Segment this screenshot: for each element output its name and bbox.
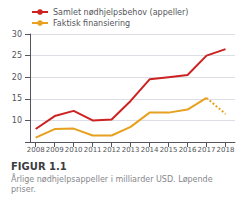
svg-text:Årlige nødhjelpsappeller i mil: Årlige nødhjelpsappeller i milliarder US…: [11, 173, 215, 184]
svg-text:Samlet nødhjelpsbehov (appelle: Samlet nødhjelpsbehov (appeller): [53, 8, 188, 17]
svg-text:2013: 2013: [122, 146, 140, 154]
svg-text:2008: 2008: [27, 146, 45, 154]
svg-text:FIGUR 1.1: FIGUR 1.1: [11, 161, 67, 172]
svg-text:2011: 2011: [84, 146, 102, 154]
svg-text:2010: 2010: [65, 146, 83, 154]
svg-text:2017: 2017: [198, 146, 216, 154]
svg-text:priser.: priser.: [11, 185, 36, 194]
svg-text:2014: 2014: [141, 146, 159, 154]
svg-text:2016: 2016: [179, 146, 197, 154]
svg-text:2015: 2015: [160, 146, 178, 154]
svg-text:20: 20: [12, 73, 22, 82]
svg-text:2009: 2009: [46, 146, 64, 154]
svg-text:15: 15: [12, 94, 22, 103]
svg-text:Faktisk finansiering: Faktisk finansiering: [53, 19, 130, 28]
svg-text:10: 10: [12, 116, 22, 125]
svg-text:2012: 2012: [103, 146, 121, 154]
svg-text:30: 30: [12, 30, 22, 39]
svg-text:2018: 2018: [217, 146, 235, 154]
svg-text:25: 25: [12, 51, 22, 60]
